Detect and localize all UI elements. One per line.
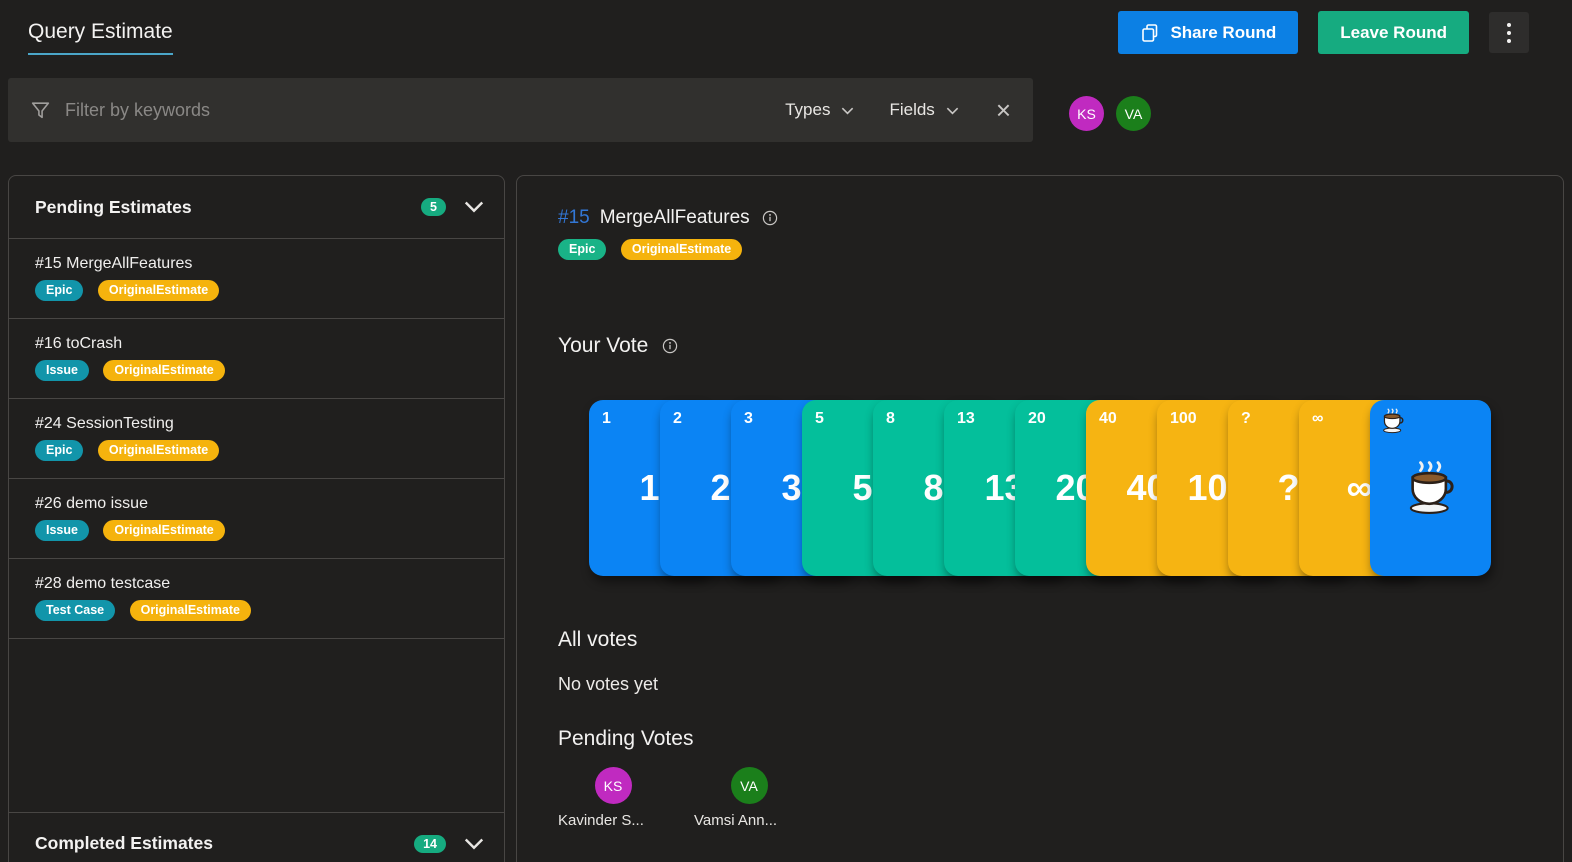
participant-avatars: KS VA (1069, 96, 1151, 131)
work-item-type-badge: Epic (35, 440, 84, 461)
pending-estimates-header[interactable]: Pending Estimates 5 (9, 176, 504, 238)
vote-card-coffee[interactable] (1370, 400, 1491, 576)
kebab-dot (1507, 30, 1511, 35)
voting-card-strip: 1 1 2 2 3 3 5 5 8 8 13 13 20 20 40 40 (589, 400, 1494, 576)
leave-round-button[interactable]: Leave Round (1318, 11, 1469, 54)
share-round-button[interactable]: Share Round (1118, 11, 1299, 54)
copy-icon (1140, 23, 1160, 43)
top-bar: Query Estimate Share Round Leave Round (0, 0, 1572, 68)
card-corner-value: 2 (673, 410, 682, 427)
completed-estimates-title: Completed Estimates (35, 833, 213, 853)
avatar[interactable]: KS (1069, 96, 1104, 131)
pending-votes-title: Pending Votes (558, 727, 694, 750)
kebab-dot (1507, 22, 1511, 27)
card-corner-value: 20 (1028, 410, 1046, 427)
estimate-field-badge: OriginalEstimate (97, 440, 220, 461)
card-corner-value: 3 (744, 410, 753, 427)
card-corner-value: 8 (886, 410, 895, 427)
panel-spacer (9, 639, 504, 812)
work-item-type-badge: Issue (35, 520, 89, 541)
estimate-field-badge: OriginalEstimate (129, 600, 251, 621)
voter-name: Kavinder S... (558, 812, 644, 829)
kebab-dot (1507, 38, 1511, 43)
estimate-field-badge: OriginalEstimate (97, 280, 220, 301)
pending-voter: VA Vamsi Ann... (694, 767, 804, 829)
avatar[interactable]: VA (1116, 96, 1151, 131)
avatar: KS (594, 767, 632, 804)
work-item-title: #16 toCrash (35, 335, 123, 352)
card-corner-value: 1 (602, 410, 611, 427)
card-corner-value: 13 (957, 410, 975, 427)
completed-estimates-header[interactable]: Completed Estimates 14 (9, 812, 504, 862)
work-item-title: #28 demo testcase (35, 575, 171, 592)
info-icon[interactable] (662, 338, 678, 354)
completed-count-badge: 14 (414, 834, 446, 853)
card-corner-value: ∞ (1312, 410, 1324, 427)
work-item-name: MergeAllFeatures (599, 207, 750, 228)
filter-funnel-icon (30, 100, 51, 121)
list-item[interactable]: #15 MergeAllFeatures Epic OriginalEstima… (9, 239, 504, 319)
card-center-value: ? (1277, 467, 1300, 508)
estimate-field-badge: OriginalEstimate (620, 239, 743, 260)
list-item[interactable]: #26 demo issue Issue OriginalEstimate (9, 479, 504, 559)
card-corner-value: 5 (815, 410, 824, 427)
page-title: Query Estimate (28, 20, 173, 55)
chevron-down-icon (840, 103, 855, 118)
all-votes-title: All votes (558, 628, 638, 651)
your-vote-title: Your Vote (558, 334, 649, 357)
filter-keywords-input[interactable] (65, 99, 752, 121)
pending-count-badge: 5 (421, 198, 446, 216)
filter-bar: Types Fields × (8, 78, 1033, 142)
chevron-down-icon (945, 103, 960, 118)
work-item-type-badge: Issue (35, 360, 89, 381)
card-center-value: ∞ (1346, 467, 1373, 508)
share-round-label: Share Round (1170, 22, 1277, 42)
list-item[interactable]: #24 SessionTesting Epic OriginalEstimate (9, 399, 504, 479)
estimate-field-badge: OriginalEstimate (103, 520, 225, 541)
pending-estimates-list: #15 MergeAllFeatures Epic OriginalEstima… (9, 238, 504, 639)
types-dropdown[interactable]: Types (785, 100, 855, 120)
pending-estimates-title: Pending Estimates (35, 196, 192, 217)
your-vote-section-header: Your Vote (558, 334, 1563, 358)
voter-name: Vamsi Ann... (694, 812, 778, 829)
work-item-type-badge: Epic (35, 280, 84, 301)
card-corner-value: 100 (1170, 410, 1197, 427)
work-item-type-badge: Epic (558, 239, 607, 260)
work-item-title: #26 demo issue (35, 495, 148, 512)
more-options-button[interactable] (1489, 12, 1529, 53)
avatar: VA (730, 767, 768, 804)
chevron-down-icon[interactable] (462, 832, 486, 856)
pending-voter: KS Kavinder S... (558, 767, 668, 829)
chevron-down-icon[interactable] (462, 195, 486, 219)
top-actions: Share Round Leave Round (1118, 11, 1529, 54)
card-center-value: 5 (852, 467, 873, 508)
work-item-badges: Epic OriginalEstimate (558, 239, 1563, 260)
card-corner-value: ? (1241, 410, 1251, 427)
estimates-panel: Pending Estimates 5 #15 MergeAllFeatures… (8, 175, 505, 862)
list-item[interactable]: #16 toCrash Issue OriginalEstimate (9, 319, 504, 399)
estimation-detail-panel: #15 MergeAllFeatures Epic OriginalEstima… (516, 175, 1564, 862)
types-dropdown-label: Types (785, 100, 831, 119)
work-item-title: #24 SessionTesting (35, 415, 174, 432)
fields-dropdown[interactable]: Fields (889, 100, 959, 120)
card-center-value: 1 (639, 467, 660, 508)
card-center-value: 3 (781, 467, 802, 508)
card-center-value: 8 (923, 467, 944, 508)
work-item-title: #15 MergeAllFeatures (35, 255, 193, 272)
card-center-value: 2 (710, 467, 731, 508)
work-item-type-badge: Test Case (35, 600, 116, 621)
work-item-id-link[interactable]: #15 (558, 207, 590, 228)
clear-filter-button[interactable]: × (995, 95, 1011, 125)
info-icon[interactable] (762, 210, 778, 226)
work-item-header: #15 MergeAllFeatures (558, 207, 1563, 229)
coffee-cup-icon (1403, 460, 1459, 516)
list-item[interactable]: #28 demo testcase Test Case OriginalEsti… (9, 559, 504, 639)
no-votes-text: No votes yet (558, 674, 659, 694)
estimate-field-badge: OriginalEstimate (103, 360, 225, 381)
leave-round-label: Leave Round (1340, 22, 1447, 42)
fields-dropdown-label: Fields (889, 100, 935, 119)
card-corner-value: 40 (1099, 410, 1117, 427)
pending-voters: KS Kavinder S... VA Vamsi Ann... (558, 767, 1563, 829)
coffee-cup-icon (1380, 408, 1406, 434)
